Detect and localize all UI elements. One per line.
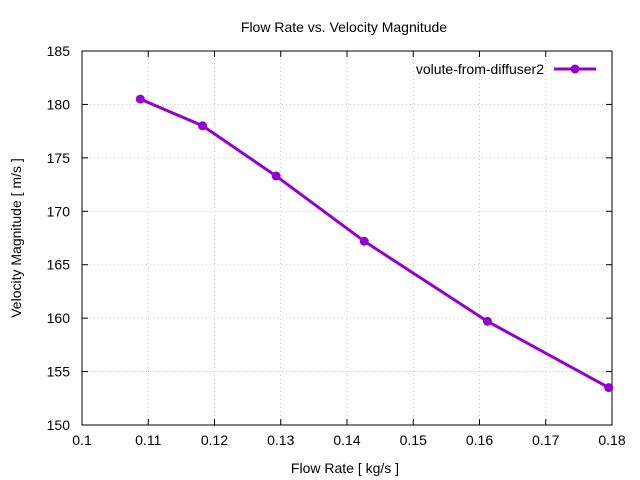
y-axis-title: Velocity Magnitude [ m/s ] bbox=[8, 158, 24, 318]
x-tick-label: 0.15 bbox=[400, 432, 427, 448]
y-tick-label: 185 bbox=[47, 43, 71, 59]
series-line bbox=[139, 97, 610, 389]
x-tick-label: 0.18 bbox=[598, 432, 625, 448]
x-tick-label: 0.14 bbox=[333, 432, 360, 448]
legend-label: volute-from-diffuser2 bbox=[416, 61, 544, 77]
x-tick-label: 0.12 bbox=[201, 432, 228, 448]
y-tick-label: 160 bbox=[47, 310, 71, 326]
x-tick-label: 0.1 bbox=[72, 432, 92, 448]
y-tick-labels: 150 155 160 165 170 175 180 185 bbox=[47, 43, 71, 433]
x-tick-labels: 0.1 0.11 0.12 0.13 0.14 0.15 0.16 0.17 0.18 bbox=[72, 432, 626, 448]
data-point bbox=[604, 383, 614, 393]
data-point bbox=[271, 171, 281, 181]
series-group bbox=[135, 94, 614, 393]
data-point bbox=[482, 316, 492, 326]
data-point bbox=[359, 236, 369, 246]
chart-title: Flow Rate vs. Velocity Magnitude bbox=[241, 19, 447, 35]
x-axis-title: Flow Rate [ kg/s ] bbox=[291, 460, 399, 476]
y-tick-label: 175 bbox=[47, 150, 71, 166]
x-tick-label: 0.17 bbox=[532, 432, 559, 448]
y-tick-label: 180 bbox=[47, 96, 71, 112]
grid-lines bbox=[82, 51, 612, 425]
y-tick-label: 165 bbox=[47, 257, 71, 273]
y-tick-label: 150 bbox=[47, 417, 71, 433]
x-tick-label: 0.11 bbox=[135, 432, 161, 448]
x-tick-label: 0.13 bbox=[267, 432, 294, 448]
legend-marker bbox=[570, 64, 580, 74]
data-point bbox=[135, 94, 145, 104]
y-tick-label: 155 bbox=[47, 364, 71, 380]
data-point bbox=[198, 121, 208, 131]
axis-ticks bbox=[81, 50, 613, 426]
y-tick-label: 170 bbox=[47, 203, 71, 219]
legend: volute-from-diffuser2 bbox=[416, 61, 596, 77]
x-tick-label: 0.16 bbox=[466, 432, 493, 448]
